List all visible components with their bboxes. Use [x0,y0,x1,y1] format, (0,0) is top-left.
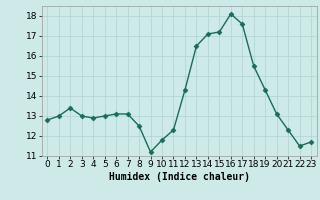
X-axis label: Humidex (Indice chaleur): Humidex (Indice chaleur) [109,172,250,182]
